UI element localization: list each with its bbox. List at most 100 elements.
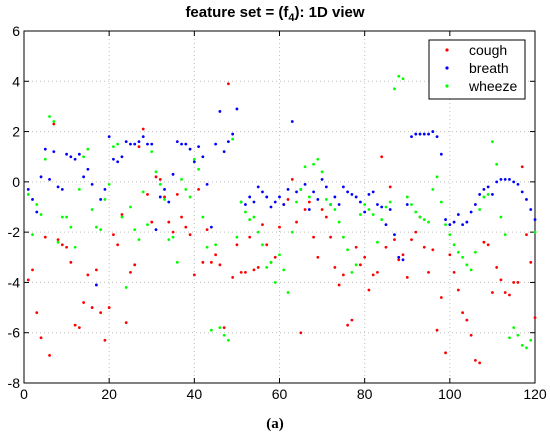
- point-wheeze: [163, 198, 166, 201]
- point-wheeze: [90, 208, 94, 211]
- point-breath: [205, 182, 209, 186]
- point-wheeze: [295, 200, 298, 204]
- point-cough: [312, 235, 315, 239]
- point-breath: [133, 142, 137, 146]
- point-cough: [231, 276, 235, 279]
- point-cough: [158, 177, 162, 181]
- point-wheeze: [452, 243, 456, 247]
- point-wheeze: [439, 200, 443, 204]
- point-breath: [82, 175, 86, 179]
- point-cough: [35, 311, 39, 314]
- point-breath: [222, 150, 226, 154]
- x-tick-label: 80: [357, 386, 373, 402]
- point-breath: [252, 200, 256, 204]
- y-tick-label: 4: [12, 73, 20, 89]
- point-wheeze: [141, 190, 145, 194]
- point-breath: [439, 152, 443, 156]
- point-breath: [516, 182, 520, 186]
- point-breath: [26, 188, 30, 191]
- point-wheeze: [533, 230, 537, 234]
- point-breath: [180, 142, 183, 146]
- point-cough: [248, 235, 252, 239]
- series-breath: [26, 107, 537, 287]
- point-cough: [188, 233, 192, 237]
- point-cough: [478, 361, 482, 365]
- point-wheeze: [261, 243, 264, 247]
- point-breath: [333, 195, 337, 199]
- point-wheeze: [499, 215, 503, 219]
- point-breath: [154, 228, 158, 232]
- point-wheeze: [171, 235, 175, 239]
- legend-box: [428, 39, 526, 100]
- point-wheeze: [197, 167, 200, 171]
- point-breath: [388, 208, 392, 211]
- point-cough: [410, 238, 413, 242]
- point-wheeze: [69, 225, 73, 229]
- point-cough: [503, 291, 507, 294]
- point-breath: [150, 142, 154, 146]
- point-wheeze: [65, 215, 68, 219]
- point-breath: [227, 140, 230, 144]
- point-wheeze: [150, 150, 154, 154]
- point-cough: [465, 318, 469, 322]
- point-wheeze: [244, 210, 247, 214]
- point-breath: [192, 160, 196, 164]
- point-cough: [435, 328, 439, 332]
- point-breath: [410, 135, 413, 139]
- point-wheeze: [427, 220, 430, 224]
- point-wheeze: [359, 213, 362, 216]
- point-cough: [52, 122, 56, 126]
- point-breath: [533, 218, 537, 221]
- point-cough: [150, 220, 154, 224]
- point-wheeze: [482, 195, 486, 199]
- point-wheeze: [486, 193, 490, 196]
- grid-lines: [24, 31, 535, 383]
- point-cough: [175, 193, 179, 196]
- point-breath: [248, 195, 252, 199]
- point-breath: [201, 155, 205, 159]
- point-cough: [256, 265, 260, 269]
- point-wheeze: [503, 233, 507, 237]
- point-cough: [491, 291, 494, 294]
- point-cough: [427, 270, 430, 274]
- point-wheeze: [26, 193, 30, 196]
- point-cough: [99, 311, 103, 314]
- point-breath: [525, 198, 528, 201]
- point-cough: [525, 233, 528, 237]
- point-wheeze: [495, 162, 499, 166]
- point-wheeze: [146, 223, 149, 227]
- point-wheeze: [103, 198, 107, 201]
- point-wheeze: [282, 268, 286, 272]
- point-cough: [295, 220, 298, 224]
- point-cough: [273, 255, 277, 259]
- point-wheeze: [346, 248, 350, 252]
- point-breath: [456, 213, 460, 216]
- point-wheeze: [461, 255, 465, 259]
- axis-ticks: 0 20 40 60 80 100 120 -8 -6 -4 -2 0 2 4 6: [8, 23, 547, 402]
- point-wheeze: [278, 253, 281, 257]
- point-cough: [239, 270, 243, 274]
- point-breath: [393, 233, 396, 237]
- chart-title-subscript: 4: [288, 12, 295, 24]
- point-breath: [218, 110, 222, 113]
- point-breath: [188, 147, 192, 151]
- point-cough: [405, 276, 409, 279]
- point-breath: [503, 177, 507, 181]
- point-wheeze: [116, 142, 120, 146]
- chart-title: feature set = (f4): 1D view: [185, 4, 364, 24]
- point-cough: [167, 220, 171, 224]
- point-cough: [43, 235, 47, 239]
- point-breath: [48, 177, 51, 181]
- point-cough: [82, 301, 86, 304]
- point-cough: [452, 270, 456, 274]
- point-wheeze: [299, 188, 303, 191]
- point-cough: [401, 253, 405, 257]
- point-cough: [60, 243, 64, 247]
- point-wheeze: [405, 195, 409, 199]
- point-wheeze: [465, 263, 469, 267]
- point-cough: [320, 208, 324, 211]
- point-breath: [124, 140, 128, 144]
- point-breath: [175, 140, 179, 144]
- point-wheeze: [401, 77, 405, 81]
